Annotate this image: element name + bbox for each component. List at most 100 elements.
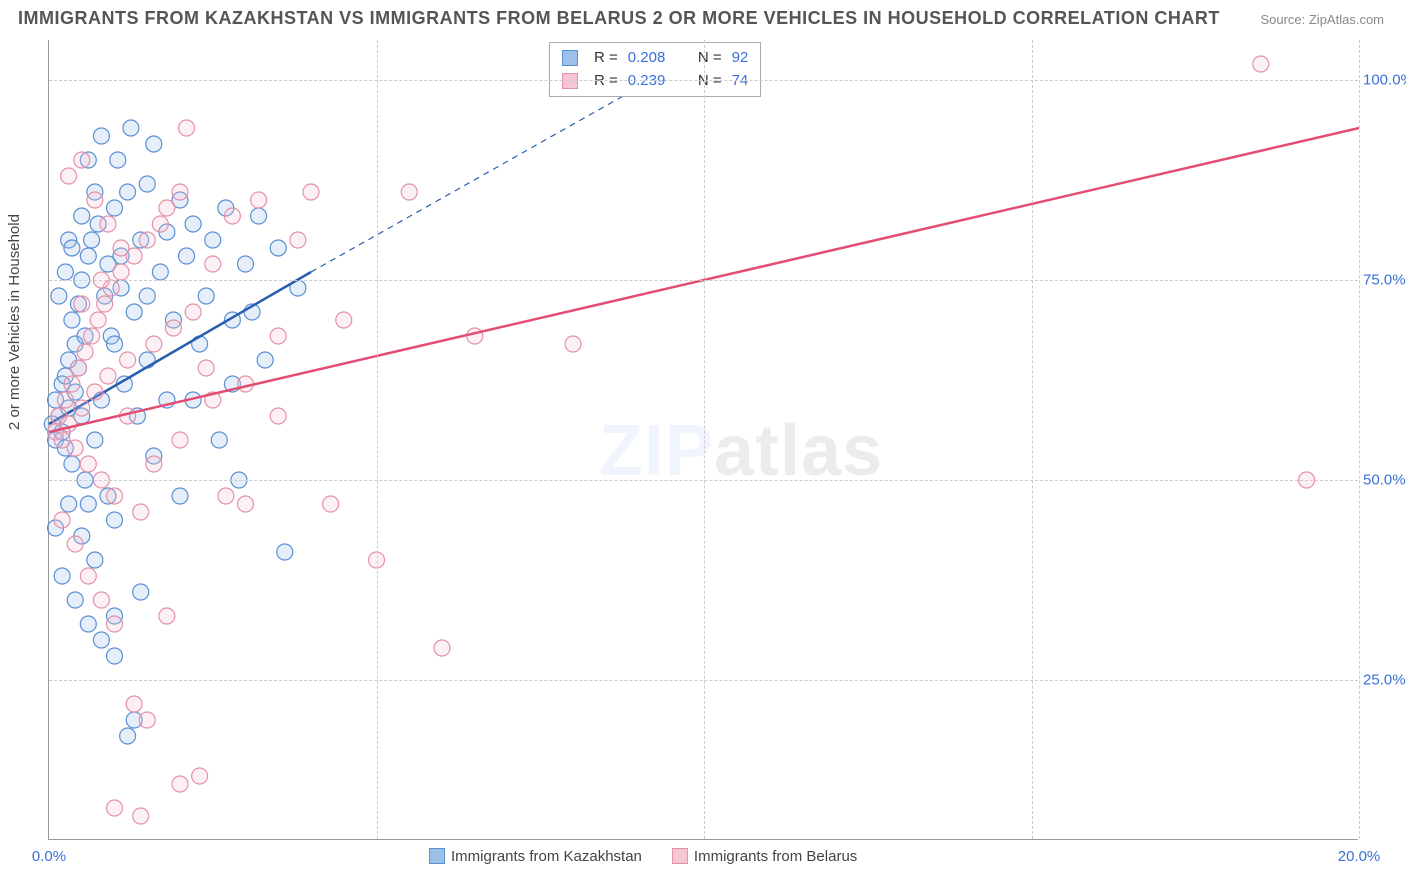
stats-n-value: 92 xyxy=(732,47,749,70)
scatter-point xyxy=(107,648,123,664)
scatter-point xyxy=(1253,56,1269,72)
legend-label: Immigrants from Kazakhstan xyxy=(451,848,642,865)
scatter-point xyxy=(113,240,129,256)
scatter-point xyxy=(107,800,123,816)
scatter-point xyxy=(84,328,100,344)
scatter-point xyxy=(67,536,83,552)
scatter-point xyxy=(290,232,306,248)
scatter-point xyxy=(93,592,109,608)
scatter-point xyxy=(74,296,90,312)
stats-box: R = 0.208 N = 92R = 0.239 N = 74 xyxy=(549,42,761,97)
scatter-point xyxy=(107,616,123,632)
stats-r-value: 0.208 xyxy=(628,47,666,70)
scatter-point xyxy=(61,496,77,512)
scatter-point xyxy=(139,288,155,304)
scatter-point xyxy=(224,208,240,224)
scatter-point xyxy=(185,304,201,320)
scatter-point xyxy=(87,192,103,208)
legend-swatch xyxy=(672,848,688,864)
scatter-point xyxy=(198,360,214,376)
scatter-point xyxy=(211,432,227,448)
scatter-point xyxy=(467,328,483,344)
y-tick-label: 75.0% xyxy=(1363,272,1406,289)
scatter-point xyxy=(120,728,136,744)
scatter-point xyxy=(64,312,80,328)
stats-swatch xyxy=(562,50,578,66)
gridline-v xyxy=(377,40,378,839)
trend-line-dashed xyxy=(311,80,652,272)
scatter-point xyxy=(336,312,352,328)
legend-item: Immigrants from Kazakhstan xyxy=(429,848,642,865)
scatter-point xyxy=(87,384,103,400)
scatter-point xyxy=(80,568,96,584)
y-tick-label: 50.0% xyxy=(1363,472,1406,489)
scatter-point xyxy=(159,200,175,216)
scatter-point xyxy=(120,352,136,368)
scatter-point xyxy=(257,352,273,368)
scatter-point xyxy=(90,312,106,328)
scatter-point xyxy=(270,408,286,424)
scatter-point xyxy=(165,320,181,336)
scatter-point xyxy=(64,376,80,392)
scatter-point xyxy=(251,208,267,224)
scatter-point xyxy=(123,120,139,136)
scatter-point xyxy=(146,336,162,352)
scatter-point xyxy=(172,488,188,504)
scatter-point xyxy=(64,456,80,472)
scatter-point xyxy=(67,592,83,608)
legend-item: Immigrants from Belarus xyxy=(672,848,857,865)
scatter-point xyxy=(64,240,80,256)
scatter-point xyxy=(67,440,83,456)
scatter-point xyxy=(74,400,90,416)
scatter-point xyxy=(80,616,96,632)
x-tick-label: 0.0% xyxy=(32,848,66,865)
scatter-point xyxy=(172,432,188,448)
legend-swatch xyxy=(429,848,445,864)
scatter-point xyxy=(61,168,77,184)
scatter-point xyxy=(172,776,188,792)
legend-label: Immigrants from Belarus xyxy=(694,848,857,865)
scatter-point xyxy=(133,808,149,824)
stats-row: R = 0.208 N = 92 xyxy=(562,47,748,70)
scatter-point xyxy=(218,488,234,504)
scatter-point xyxy=(93,128,109,144)
scatter-point xyxy=(100,216,116,232)
stats-r-label: R = xyxy=(594,47,618,70)
scatter-point xyxy=(93,632,109,648)
legend-bottom: Immigrants from Kazakhstan Immigrants fro… xyxy=(429,848,857,865)
y-tick-label: 25.0% xyxy=(1363,672,1406,689)
scatter-point xyxy=(205,256,221,272)
scatter-point xyxy=(139,176,155,192)
scatter-point xyxy=(146,136,162,152)
scatter-point xyxy=(126,696,142,712)
scatter-point xyxy=(80,248,96,264)
gridline-v xyxy=(704,40,705,839)
scatter-point xyxy=(303,184,319,200)
scatter-point xyxy=(179,248,195,264)
source-label: Source: ZipAtlas.com xyxy=(1260,12,1384,27)
scatter-point xyxy=(139,232,155,248)
scatter-point xyxy=(192,768,208,784)
gridline-v xyxy=(1032,40,1033,839)
scatter-point xyxy=(185,216,201,232)
scatter-point xyxy=(80,456,96,472)
scatter-point xyxy=(323,496,339,512)
scatter-point xyxy=(107,488,123,504)
chart-area: ZIPatlas R = 0.208 N = 92R = 0.239 N = 7… xyxy=(48,40,1358,840)
scatter-point xyxy=(84,232,100,248)
scatter-point xyxy=(205,232,221,248)
stats-n-label: N = xyxy=(698,47,722,70)
scatter-point xyxy=(270,328,286,344)
scatter-point xyxy=(57,264,73,280)
scatter-point xyxy=(152,216,168,232)
scatter-point xyxy=(152,264,168,280)
scatter-point xyxy=(198,288,214,304)
scatter-point xyxy=(565,336,581,352)
scatter-point xyxy=(54,568,70,584)
scatter-point xyxy=(120,184,136,200)
y-axis-label: 2 or more Vehicles in Household xyxy=(6,214,23,430)
scatter-point xyxy=(100,368,116,384)
scatter-point xyxy=(77,344,93,360)
scatter-point xyxy=(270,240,286,256)
scatter-point xyxy=(80,496,96,512)
